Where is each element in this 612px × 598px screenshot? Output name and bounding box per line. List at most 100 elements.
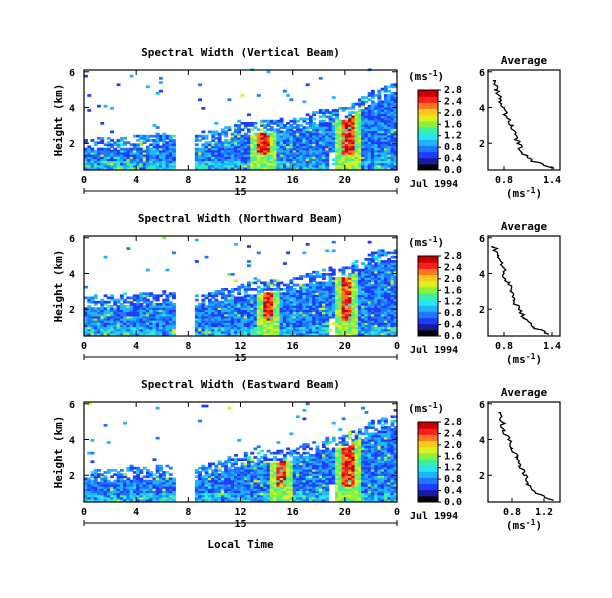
heatmap-cell xyxy=(123,162,127,166)
heatmap-cell xyxy=(220,303,225,306)
heatmap-cell xyxy=(309,164,313,168)
heatmap-cell xyxy=(256,294,261,298)
heatmap-cell xyxy=(361,128,365,132)
heatmap-cell xyxy=(312,152,317,155)
heatmap-cell xyxy=(237,147,242,151)
heatmap-cell xyxy=(142,167,147,170)
heatmap-cell xyxy=(110,481,114,485)
heatmap-cell xyxy=(126,328,131,332)
heatmap-cell xyxy=(123,421,127,425)
heatmap-cell xyxy=(367,320,372,323)
heatmap-cell xyxy=(126,164,131,168)
heatmap-cell xyxy=(315,134,320,138)
heatmap-cell xyxy=(351,318,356,321)
heatmap-cell xyxy=(354,152,359,155)
heatmap-cell xyxy=(305,122,310,125)
heatmap-cell xyxy=(335,296,339,300)
heatmap-cell xyxy=(335,137,339,140)
heatmap-cell xyxy=(103,318,108,321)
heatmap-cell xyxy=(380,117,385,121)
heatmap-cell xyxy=(286,147,290,151)
heatmap-cell xyxy=(116,162,121,166)
heatmap-cell xyxy=(234,494,238,498)
heatmap-cell xyxy=(374,298,379,302)
day-label: 15 xyxy=(234,353,246,364)
heatmap-cell xyxy=(106,143,111,147)
heatmap-cell xyxy=(260,128,264,132)
heatmap-cell xyxy=(279,126,284,129)
heatmap-cell xyxy=(165,154,170,157)
average-x-label: 1.4 xyxy=(543,341,561,352)
heatmap-cell xyxy=(325,333,330,336)
heatmap-cell xyxy=(390,275,395,278)
heatmap-cell xyxy=(152,490,157,494)
heatmap-cell xyxy=(136,160,141,164)
heatmap-cell xyxy=(266,288,271,291)
heatmap-cell xyxy=(217,143,222,147)
heatmap-cell xyxy=(211,130,216,134)
heatmap-cell xyxy=(328,281,333,285)
heatmap-cell xyxy=(172,499,176,502)
colorbar-swatch xyxy=(418,323,438,331)
heatmap-cell xyxy=(93,143,98,147)
heatmap-cell xyxy=(266,294,271,298)
heatmap-cell xyxy=(367,318,372,321)
heatmap-cell xyxy=(198,160,202,164)
heatmap-cell xyxy=(240,458,245,461)
heatmap-cell xyxy=(97,328,101,332)
heatmap-cell xyxy=(97,318,101,321)
heatmap-cell xyxy=(240,137,245,140)
heatmap-cell xyxy=(331,296,336,300)
heatmap-cell xyxy=(305,298,310,302)
heatmap-cell xyxy=(234,303,238,306)
heatmap-cell xyxy=(155,406,160,410)
average-x-label: 1.4 xyxy=(543,175,561,186)
heatmap-cell xyxy=(136,154,141,157)
heatmap-cell xyxy=(364,318,369,321)
heatmap-cell xyxy=(234,475,238,479)
heatmap-cell xyxy=(97,160,101,164)
heatmap-cell xyxy=(266,322,271,325)
heatmap-cell xyxy=(224,158,229,162)
heatmap-cell xyxy=(162,158,167,162)
heatmap-cell xyxy=(393,260,398,263)
heatmap-cell xyxy=(168,477,173,481)
heatmap-cell xyxy=(309,134,313,138)
heatmap-cell xyxy=(240,283,245,287)
colorbar-swatch xyxy=(418,292,438,300)
heatmap-cell xyxy=(155,324,160,328)
heatmap-cell xyxy=(357,132,362,136)
heatmap-cell xyxy=(234,167,238,170)
heatmap-cell xyxy=(357,152,362,155)
heatmap-cell xyxy=(256,292,261,295)
heatmap-cell xyxy=(269,477,274,481)
heatmap-cell xyxy=(139,164,144,168)
heatmap-cell xyxy=(126,156,131,159)
heatmap-cell xyxy=(282,333,287,336)
heatmap-cell xyxy=(374,313,379,317)
heatmap-cell xyxy=(302,330,307,334)
heatmap-cell xyxy=(361,324,365,328)
heatmap-cell xyxy=(253,294,258,298)
heatmap-cell xyxy=(253,320,258,323)
heatmap-cell xyxy=(390,145,395,149)
heatmap-cell xyxy=(103,303,108,306)
heatmap-cell xyxy=(328,139,333,142)
heatmap-cell xyxy=(302,285,307,289)
heatmap-cell xyxy=(234,311,238,315)
heatmap-cell xyxy=(269,281,274,285)
heatmap-cell xyxy=(335,298,339,302)
heatmap-cell xyxy=(224,488,229,491)
heatmap-cell xyxy=(364,122,369,125)
heatmap-cell xyxy=(338,149,343,153)
heatmap-cell xyxy=(152,305,157,308)
heatmap-cell xyxy=(393,249,398,253)
heatmap-cell xyxy=(214,122,219,125)
heatmap-cell xyxy=(393,164,398,168)
heatmap-cell xyxy=(110,326,114,330)
heatmap-cell xyxy=(380,160,385,164)
heatmap-cell xyxy=(201,499,206,502)
heatmap-cell xyxy=(260,456,264,459)
heatmap-cell xyxy=(132,134,137,138)
heatmap-cell xyxy=(198,83,202,87)
